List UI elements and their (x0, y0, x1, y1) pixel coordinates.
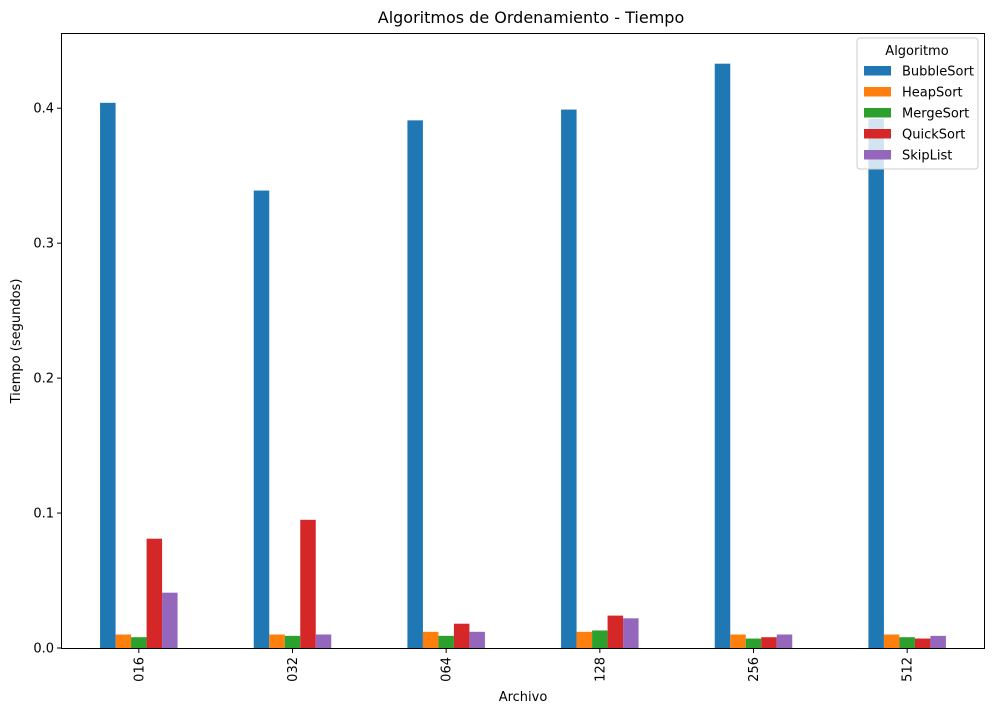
bar-mergesort-256 (745, 638, 762, 648)
bar-skiplist-064 (469, 631, 485, 648)
plot-frame (61, 33, 985, 649)
bar-bubblesort-032 (253, 190, 270, 649)
x-axis-title: Archivo (499, 690, 548, 705)
legend-swatch-quicksort (864, 129, 891, 139)
bar-mergesort-064 (438, 635, 454, 648)
legend-label-heapsort: HeapSort (902, 86, 963, 101)
legend-swatch-mergesort (864, 108, 891, 118)
bar-mergesort-128 (592, 630, 608, 648)
y-axis-title: Tiempo (segundos) (9, 279, 24, 405)
bar-bubblesort-256 (714, 63, 731, 648)
bar-heapsort-512 (883, 634, 900, 648)
bar-heapsort-256 (730, 634, 746, 648)
bar-bubblesort-128 (561, 109, 577, 648)
bar-heapsort-128 (576, 631, 593, 648)
bar-mergesort-016 (131, 637, 147, 648)
bar-quicksort-256 (761, 637, 777, 648)
y-tick-label: 0.3 (33, 237, 54, 252)
bar-heapsort-032 (269, 634, 285, 648)
bar-heapsort-016 (115, 634, 132, 648)
y-axis: 0.0 0.1 0.2 0.3 0.4 (33, 102, 62, 657)
x-tick-label: 512 (901, 657, 916, 682)
bar-skiplist-512 (930, 635, 946, 648)
x-axis: 016 032 064 128 256 512 (132, 648, 916, 682)
bar-skiplist-256 (776, 634, 793, 648)
legend-title: Algoritmo (885, 44, 948, 59)
x-tick-label: 064 (440, 657, 455, 682)
x-tick-label: 256 (747, 657, 762, 682)
legend: Algoritmo BubbleSort HeapSort MergeSort Qui… (856, 37, 979, 170)
bar-quicksort-512 (914, 638, 931, 648)
bar-heapsort-064 (422, 631, 439, 648)
y-tick-label: 0.0 (33, 642, 54, 657)
bar-skiplist-032 (315, 634, 332, 648)
bar-bubblesort-512 (868, 119, 884, 648)
chart-title: Algoritmos de Ordenamiento - Tiempo (378, 8, 684, 27)
x-tick-label: 032 (286, 657, 301, 682)
bar-mergesort-032 (284, 635, 301, 648)
bar-bubblesort-064 (407, 120, 423, 649)
y-tick-label: 0.2 (33, 372, 54, 387)
bar-bubblesort-016 (100, 102, 116, 648)
bar-quicksort-016 (146, 538, 163, 648)
legend-label-quicksort: QuickSort (902, 128, 965, 143)
bar-skiplist-016 (162, 592, 178, 648)
y-tick-label: 0.4 (33, 102, 54, 117)
legend-items: BubbleSort HeapSort MergeSort QuickSort Skip… (864, 65, 974, 164)
bar-mergesort-512 (899, 637, 915, 648)
x-tick-label: 016 (132, 657, 147, 682)
bar-quicksort-128 (607, 615, 624, 648)
legend-swatch-skiplist (864, 150, 891, 160)
legend-label-bubblesort: BubbleSort (902, 65, 974, 80)
legend-label-mergesort: MergeSort (902, 107, 969, 122)
x-tick-label: 128 (593, 657, 608, 682)
y-tick-label: 0.1 (33, 507, 54, 522)
legend-swatch-bubblesort (864, 66, 891, 76)
bar-skiplist-128 (623, 618, 639, 648)
bars-layer (100, 63, 946, 649)
legend-label-skiplist: SkipList (902, 149, 952, 164)
bar-quicksort-032 (300, 519, 316, 648)
legend-swatch-heapsort (864, 87, 891, 97)
bar-quicksort-064 (453, 623, 470, 648)
